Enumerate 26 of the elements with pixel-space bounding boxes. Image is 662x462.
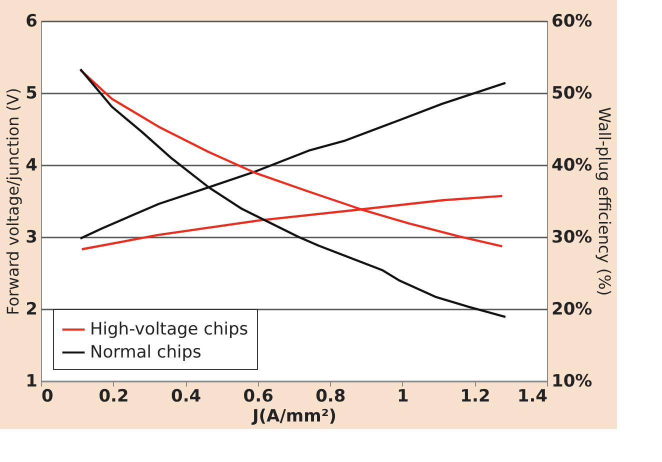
x-tick-label: 0.4 — [171, 386, 202, 406]
y-tick-label: 4 — [26, 156, 38, 176]
legend-label: High-voltage chips — [90, 320, 248, 340]
y2-tick-label: 30% — [552, 228, 592, 248]
x-tick-label: 1.2 — [460, 386, 490, 406]
y2-axis-title: Wall-plug efficiency (%) — [595, 107, 614, 296]
y2-tick-label: 50% — [552, 84, 592, 104]
y-tick-label: 3 — [26, 228, 38, 248]
y-axis-title: Forward voltage/junction (V) — [4, 88, 23, 316]
y-tick-label: 2 — [26, 300, 38, 320]
x-tick-label: 0.8 — [316, 386, 346, 406]
legend-label: Normal chips — [90, 342, 202, 362]
line-series — [79, 68, 507, 318]
y-tick-label: 5 — [26, 84, 38, 104]
x-tick-label: 0.6 — [243, 386, 274, 406]
x-tick-label: 1 — [397, 386, 409, 406]
y2-tick-label: 20% — [552, 300, 592, 320]
y2-tick-label: 60% — [552, 12, 592, 32]
y-tick-label: 1 — [26, 372, 38, 392]
y-tick-label: 6 — [26, 12, 38, 32]
x-tick-label: 1.4 — [517, 386, 548, 406]
y2-tick-label: 10% — [552, 372, 592, 392]
x-axis-title: J(A/mm²) — [251, 406, 337, 426]
x-tick-label: 0 — [42, 386, 54, 406]
x-tick-label: 0.2 — [98, 386, 129, 406]
y2-tick-label: 40% — [552, 156, 592, 176]
